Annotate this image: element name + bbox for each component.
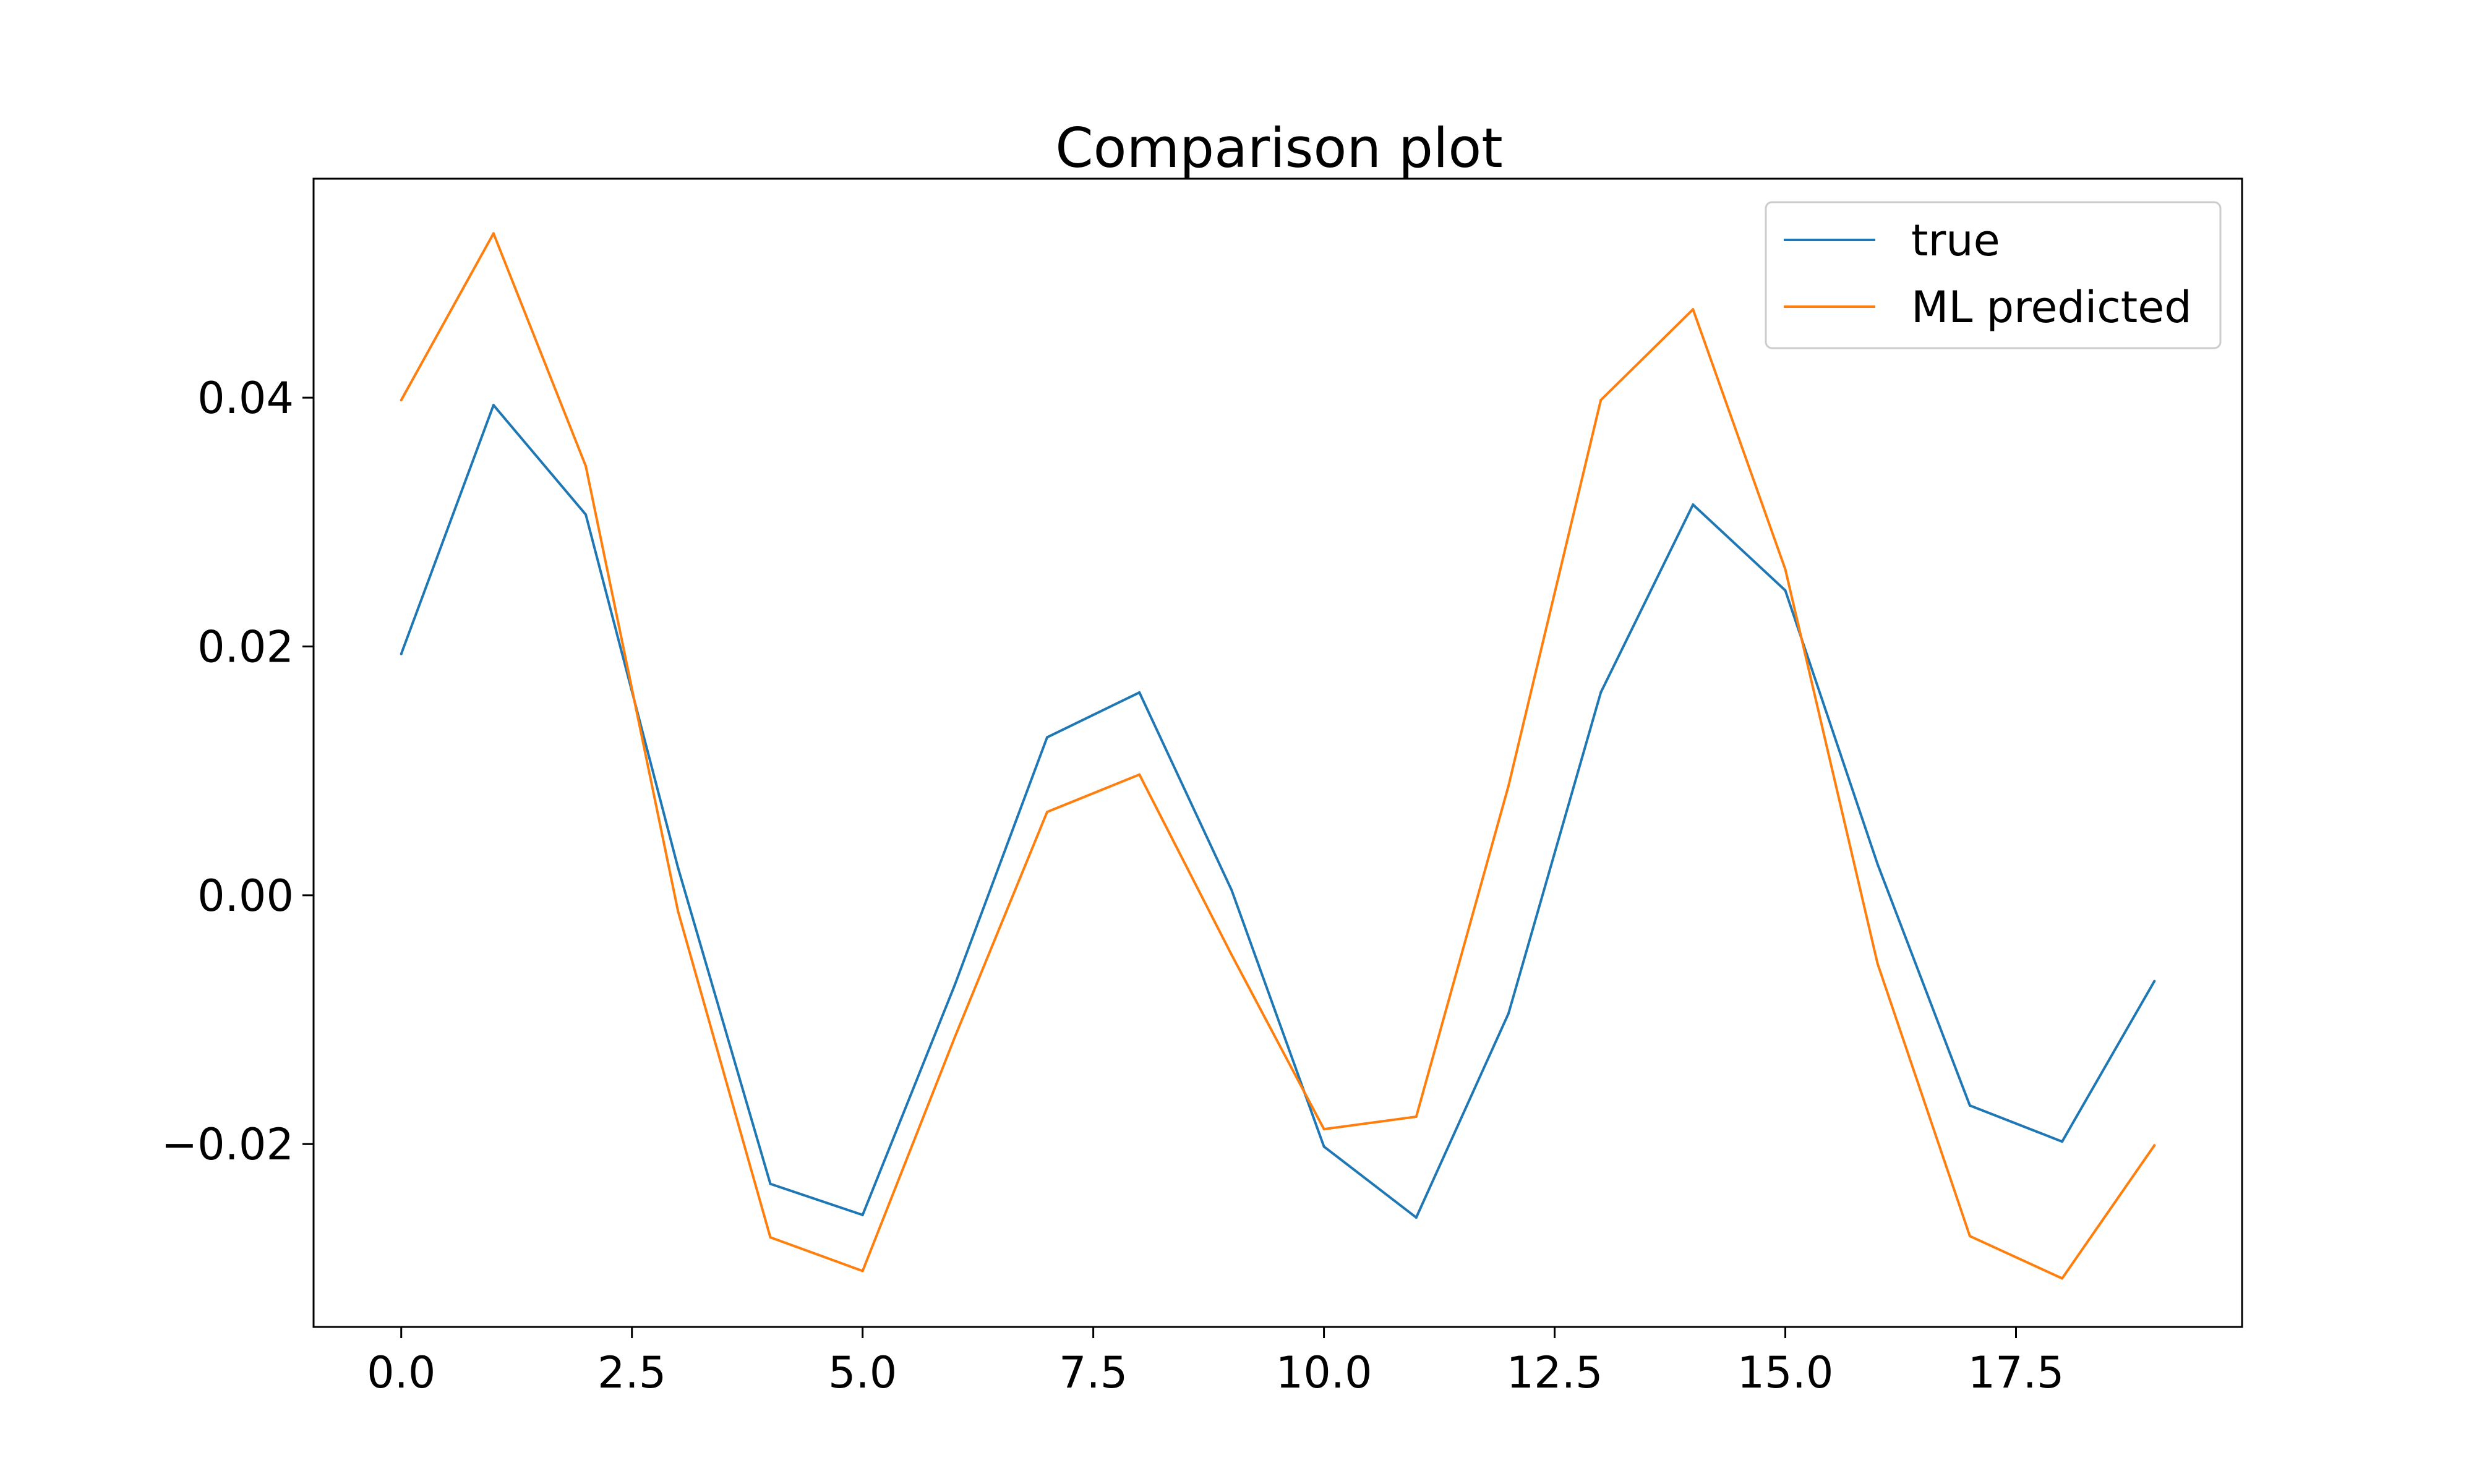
series-layer <box>400 232 2156 1280</box>
plot-frame <box>312 177 2243 1328</box>
series-1-point <box>1968 1235 1971 1238</box>
series-1-point <box>1230 953 1233 957</box>
series-0-point <box>1322 1145 1325 1148</box>
y-tick-label: −0.02 <box>161 1119 294 1170</box>
series-0-point <box>1599 691 1603 694</box>
series-1-point <box>1138 773 1141 776</box>
y-tick-label: 0.00 <box>197 871 294 921</box>
series-0-point <box>953 983 956 986</box>
y-axis: −0.02 0.00 0.02 0.04 <box>161 373 314 1170</box>
series-0-point <box>492 404 495 407</box>
series-0-point <box>2061 1140 2064 1143</box>
legend: true ML predicted <box>1765 201 2222 349</box>
legend-label-1: ML predicted <box>1911 282 2192 333</box>
series-1-point <box>1415 1115 1418 1118</box>
series-1-point <box>769 1236 772 1239</box>
series-1-point <box>953 1036 956 1039</box>
series-0-point <box>1692 503 1695 506</box>
x-tick-label: 15.0 <box>1737 1347 1834 1398</box>
series-1-point <box>2061 1277 2064 1280</box>
series-0-point <box>1784 589 1787 592</box>
x-axis: 0.0 2.5 5.0 7.5 10.0 12.5 15.0 17.5 <box>367 1327 2064 1398</box>
series-1-point <box>400 399 403 402</box>
series-1-point <box>2153 1144 2156 1147</box>
series-1-point <box>1322 1128 1325 1131</box>
y-tick-label: 0.02 <box>197 621 294 672</box>
x-tick-label: 2.5 <box>597 1347 666 1398</box>
x-tick-label: 5.0 <box>828 1347 897 1398</box>
series-0-point <box>1138 691 1141 694</box>
series-line-0 <box>400 404 2156 1219</box>
x-tick-label: 12.5 <box>1507 1347 1603 1398</box>
series-line-1 <box>400 232 2155 1280</box>
series-0-point <box>1507 1012 1510 1015</box>
series-1-point <box>677 910 680 913</box>
series-0-point <box>584 513 588 516</box>
series-0-point <box>2153 979 2156 983</box>
series-0-point <box>1876 863 1879 866</box>
series-1-point <box>584 464 588 467</box>
legend-box <box>1765 201 2222 349</box>
series-0-point <box>1046 736 1048 739</box>
series-1-point <box>1046 811 1048 814</box>
x-tick-label: 7.5 <box>1059 1347 1128 1398</box>
series-1-point <box>1599 399 1603 402</box>
series-1-point <box>1784 568 1787 571</box>
series-0-point <box>400 652 403 655</box>
chart-title: Comparison plot <box>1055 116 1503 180</box>
series-0-point <box>861 1213 864 1216</box>
legend-label-0: true <box>1911 215 2000 266</box>
series-0-point <box>769 1182 772 1185</box>
series-0-point <box>1230 889 1233 892</box>
series-1-point <box>1692 308 1695 311</box>
series-0-point <box>1968 1104 1971 1107</box>
x-tick-label: 17.5 <box>1968 1347 2065 1398</box>
series-1-point <box>861 1269 864 1273</box>
x-tick-label: 0.0 <box>367 1347 435 1398</box>
series-1-point <box>492 232 495 235</box>
series-0-point <box>1415 1216 1418 1219</box>
series-1-point <box>1876 962 1879 965</box>
series-0-point <box>677 866 680 869</box>
x-tick-label: 10.0 <box>1276 1347 1372 1398</box>
series-1-point <box>1507 784 1510 787</box>
y-tick-label: 0.04 <box>197 373 294 424</box>
